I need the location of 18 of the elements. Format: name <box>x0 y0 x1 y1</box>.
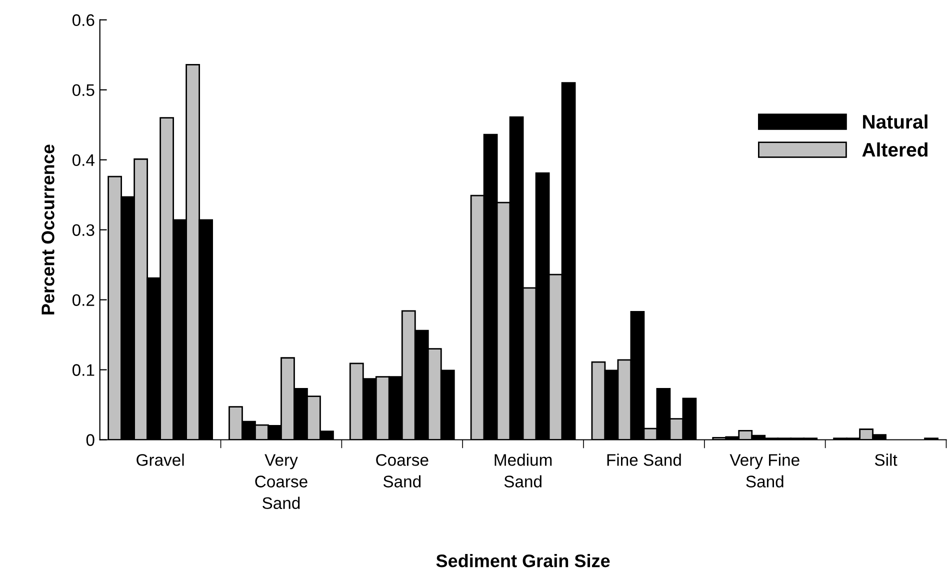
x-tick-label: Medium Sand <box>494 454 552 488</box>
y-tick-label: 0.4 <box>72 154 95 166</box>
x-tick-label: Silt <box>874 454 898 466</box>
x-tick-label: Coarse Sand <box>376 454 428 488</box>
x-tick-label: Very Coarse Sand <box>255 454 308 510</box>
x-tick-label: Very Fine Sand <box>730 454 800 488</box>
legend-label: Altered <box>862 142 928 157</box>
y-tick-label: 0 <box>86 434 94 446</box>
y-tick-label: 0.1 <box>72 364 94 376</box>
y-axis-title: Percent Occurrence <box>42 144 54 314</box>
y-tick-label: 0.6 <box>72 14 94 26</box>
x-tick-label: Gravel <box>136 454 184 466</box>
y-tick-label: 0.3 <box>72 224 94 236</box>
y-tick-label: 0.5 <box>72 84 94 96</box>
legend-label: Natural <box>863 114 928 129</box>
x-axis-title: Sediment Grain Size <box>436 554 610 568</box>
x-tick-label: Fine Sand <box>607 454 681 466</box>
y-tick-label: 0.2 <box>72 294 94 306</box>
